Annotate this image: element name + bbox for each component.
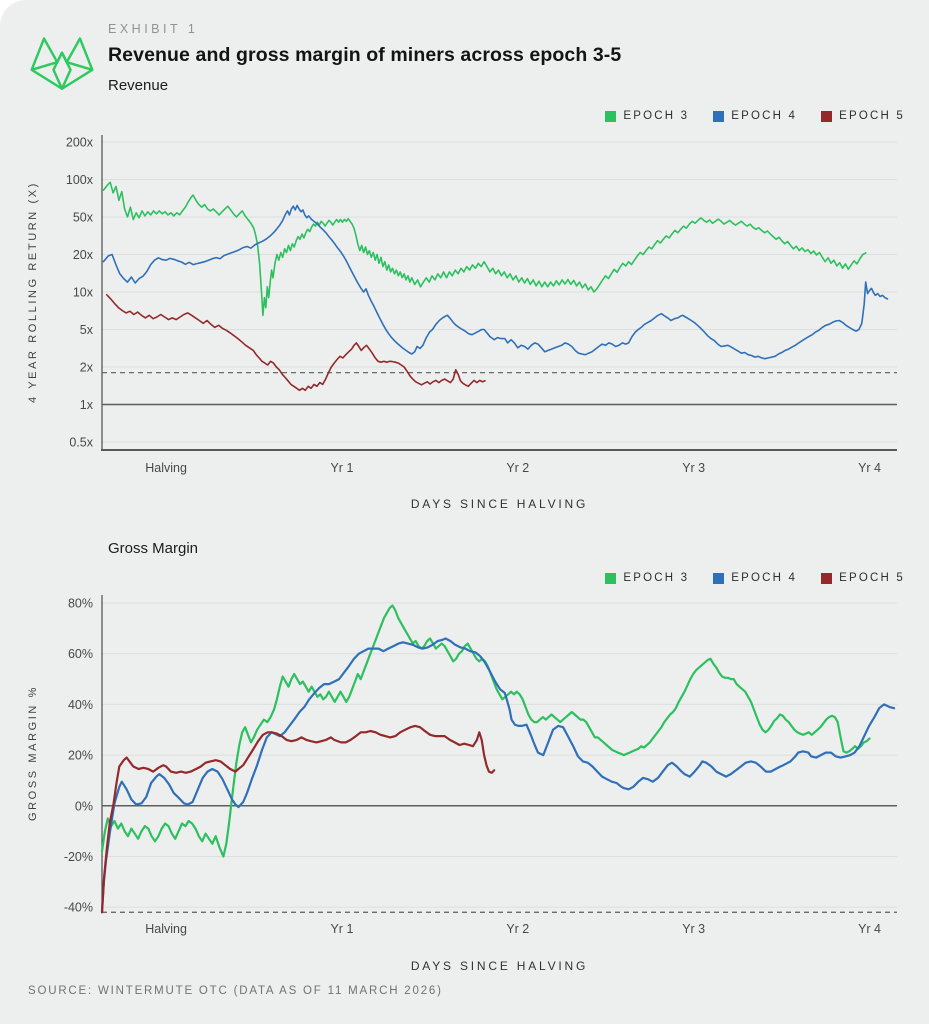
epoch-5-line (100, 724, 496, 914)
y-tick-label: 100x (66, 173, 94, 187)
y-tick-label: 60% (68, 647, 93, 661)
epoch-4-line (102, 204, 889, 360)
legend-swatch-icon (821, 572, 833, 584)
x-tick-label: Yr 4 (858, 922, 881, 936)
legend-item-epoch-4: EPOCH 4 (713, 572, 797, 584)
y-tick-label: 50x (73, 211, 94, 225)
epoch-3-line (102, 181, 867, 317)
revenue-chart: 200x 100x 50x 20x 10x 5x 2x 1x 0.5x Halving Yr 1 Yr… (66, 135, 897, 475)
y-tick-label: 0% (75, 799, 93, 813)
x-tick-label: Yr 2 (506, 461, 529, 475)
epoch-5-line (106, 294, 486, 392)
legend-label: EPOCH 3 (623, 572, 690, 584)
source-note: SOURCE: WINTERMUTE OTC (DATA AS OF 11 MA… (28, 985, 443, 997)
page-title: Revenue and gross margin of miners acros… (108, 44, 622, 66)
legend-swatch-icon (821, 110, 833, 122)
y-tick-label: 20x (73, 248, 94, 262)
gross-margin-chart: 80% 60% 40% 20% 0% -20% -40% Halving Yr 1 Yr 2 Yr … (64, 595, 897, 936)
legend-swatch-icon (713, 572, 725, 584)
revenue-legend: EPOCH 3 EPOCH 4 EPOCH 5 (605, 109, 905, 123)
y-tick-label: -40% (64, 901, 93, 915)
y-tick-label: 200x (66, 136, 94, 150)
x-tick-label: Yr 2 (506, 922, 529, 936)
gross-margin-chart-title: Gross Margin (108, 540, 199, 557)
x-tick-label: Yr 4 (858, 461, 881, 475)
y-tick-label: 10x (73, 286, 94, 300)
y-tick-label: -20% (64, 850, 93, 864)
x-tick-label: Yr 3 (682, 461, 705, 475)
gross-margin-legend: EPOCH 3 EPOCH 4 EPOCH 5 (605, 571, 905, 585)
exhibit-label: EXHIBIT 1 (108, 22, 199, 36)
legend-label: EPOCH 4 (731, 572, 798, 584)
legend-item-epoch-3: EPOCH 3 (605, 110, 689, 122)
legend-label: EPOCH 5 (839, 572, 905, 584)
legend-item-epoch-5: EPOCH 5 (821, 110, 905, 122)
wintermute-logo-icon (30, 37, 94, 90)
epoch-4-line (100, 637, 896, 914)
y-tick-label: 5x (80, 323, 94, 337)
revenue-chart-title: Revenue (108, 77, 169, 94)
y-tick-label: 40% (68, 698, 93, 712)
legend-item-epoch-3: EPOCH 3 (605, 572, 689, 584)
legend-swatch-icon (713, 110, 725, 122)
x-tick-label: Yr 3 (682, 922, 705, 936)
legend-swatch-icon (605, 110, 617, 122)
x-tick-label: Yr 1 (330, 461, 353, 475)
y-tick-label: 2x (80, 361, 94, 375)
y-tick-label: 0.5x (69, 436, 93, 450)
legend-label: EPOCH 3 (623, 110, 690, 122)
legend-item-epoch-5: EPOCH 5 (821, 572, 905, 584)
x-tick-label: Yr 1 (330, 922, 353, 936)
epoch-3-line (100, 604, 871, 858)
y-tick-label: 20% (68, 749, 93, 763)
revenue-x-axis-title: DAYS SINCE HALVING (410, 497, 589, 511)
x-tick-label: Halving (145, 922, 187, 936)
legend-label: EPOCH 5 (839, 110, 905, 122)
legend-label: EPOCH 4 (731, 110, 798, 122)
y-tick-label: 1x (80, 398, 94, 412)
x-tick-label: Halving (145, 461, 187, 475)
gross-margin-x-axis-title: DAYS SINCE HALVING (410, 959, 589, 973)
y-tick-label: 80% (68, 597, 93, 611)
legend-swatch-icon (605, 572, 617, 584)
legend-item-epoch-4: EPOCH 4 (713, 110, 797, 122)
